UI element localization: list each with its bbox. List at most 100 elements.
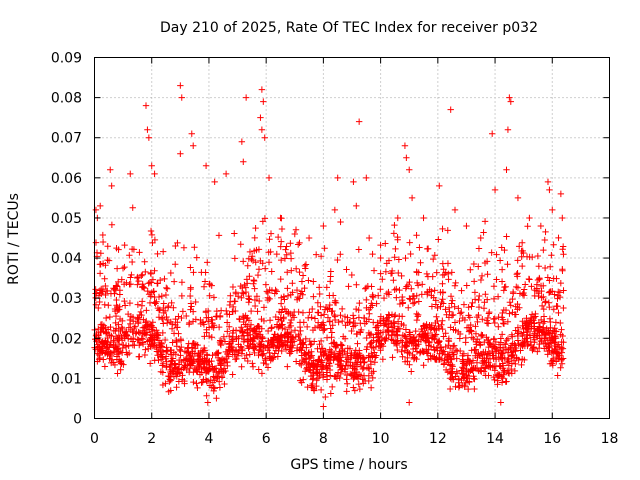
data-point: [99, 325, 106, 333]
data-point: [367, 357, 374, 365]
data-point: [183, 366, 190, 374]
data-point: [182, 356, 189, 363]
x-tick-label: 14: [486, 431, 504, 447]
data-point: [224, 362, 231, 370]
data-point: [214, 354, 222, 362]
data-point: [238, 350, 246, 357]
x-tick-label: 18: [601, 431, 619, 447]
data-point: [373, 331, 380, 338]
data-point: [334, 174, 341, 182]
data-point: [339, 317, 346, 325]
data-point: [216, 384, 224, 391]
data-point: [420, 214, 427, 222]
data-point: [427, 326, 434, 333]
data-point: [287, 332, 294, 340]
data-point: [423, 270, 431, 278]
data-point: [178, 314, 185, 322]
data-point: [251, 302, 259, 310]
data-point: [509, 295, 516, 303]
data-point: [136, 249, 143, 256]
data-point: [438, 298, 445, 306]
data-point: [326, 301, 333, 309]
data-point: [367, 330, 375, 338]
data-point: [549, 362, 557, 369]
data-point: [355, 246, 363, 253]
data-point: [385, 257, 393, 264]
data-point: [283, 243, 290, 250]
data-point: [399, 293, 406, 301]
data-point: [534, 332, 541, 339]
data-point: [269, 341, 277, 349]
data-point: [343, 266, 350, 273]
data-point: [495, 313, 502, 321]
data-point: [353, 202, 360, 210]
data-point: [357, 362, 365, 370]
data-point: [512, 344, 520, 352]
data-point: [302, 355, 310, 362]
data-point: [287, 249, 295, 257]
data-point: [535, 319, 543, 326]
data-point: [296, 336, 304, 344]
data-point: [115, 246, 122, 253]
data-point: [178, 292, 186, 300]
data-point: [135, 277, 142, 285]
data-point: [314, 322, 322, 330]
data-point: [317, 253, 325, 260]
data-point: [442, 330, 449, 337]
data-point: [172, 360, 179, 367]
data-point: [94, 341, 101, 348]
data-point: [158, 351, 165, 358]
data-point: [552, 319, 560, 326]
data-point: [317, 386, 325, 394]
data-point: [323, 334, 331, 341]
data-point: [417, 259, 424, 266]
data-point: [167, 269, 175, 277]
data-point: [446, 345, 454, 352]
data-point: [96, 270, 104, 277]
data-point: [497, 335, 504, 342]
data-point: [231, 351, 238, 358]
data-point: [449, 368, 456, 375]
data-point: [465, 312, 472, 319]
data-point: [331, 299, 339, 306]
data-point: [313, 370, 321, 377]
data-point: [141, 284, 148, 292]
data-point: [162, 355, 169, 362]
data-point: [104, 243, 111, 250]
data-point: [121, 297, 128, 305]
data-point: [170, 278, 178, 285]
data-point: [108, 356, 116, 363]
data-point: [485, 363, 493, 371]
data-point: [157, 339, 165, 347]
data-point: [439, 225, 446, 233]
data-point: [104, 338, 111, 346]
data-point: [413, 292, 420, 299]
data-point: [197, 347, 205, 355]
data-point: [164, 285, 171, 292]
data-point: [270, 343, 277, 350]
data-point: [97, 328, 105, 336]
data-point: [92, 286, 99, 293]
data-point: [126, 316, 134, 324]
data-point: [474, 336, 481, 343]
data-point: [483, 258, 491, 265]
data-point: [496, 257, 504, 264]
data-point: [190, 142, 197, 149]
data-point: [462, 339, 469, 346]
data-point: [250, 345, 258, 352]
x-tick-label: 16: [543, 431, 561, 447]
data-point: [102, 330, 110, 337]
data-point: [295, 332, 302, 340]
data-point: [277, 256, 285, 264]
data-point: [409, 300, 417, 307]
data-point: [393, 331, 401, 338]
data-point: [338, 366, 345, 373]
data-point: [555, 355, 563, 362]
data-point: [203, 392, 210, 399]
data-point: [282, 246, 289, 253]
data-point: [350, 375, 357, 383]
data-point: [498, 349, 505, 356]
data-point: [351, 374, 358, 381]
data-point: [266, 353, 274, 360]
data-point: [143, 307, 150, 314]
